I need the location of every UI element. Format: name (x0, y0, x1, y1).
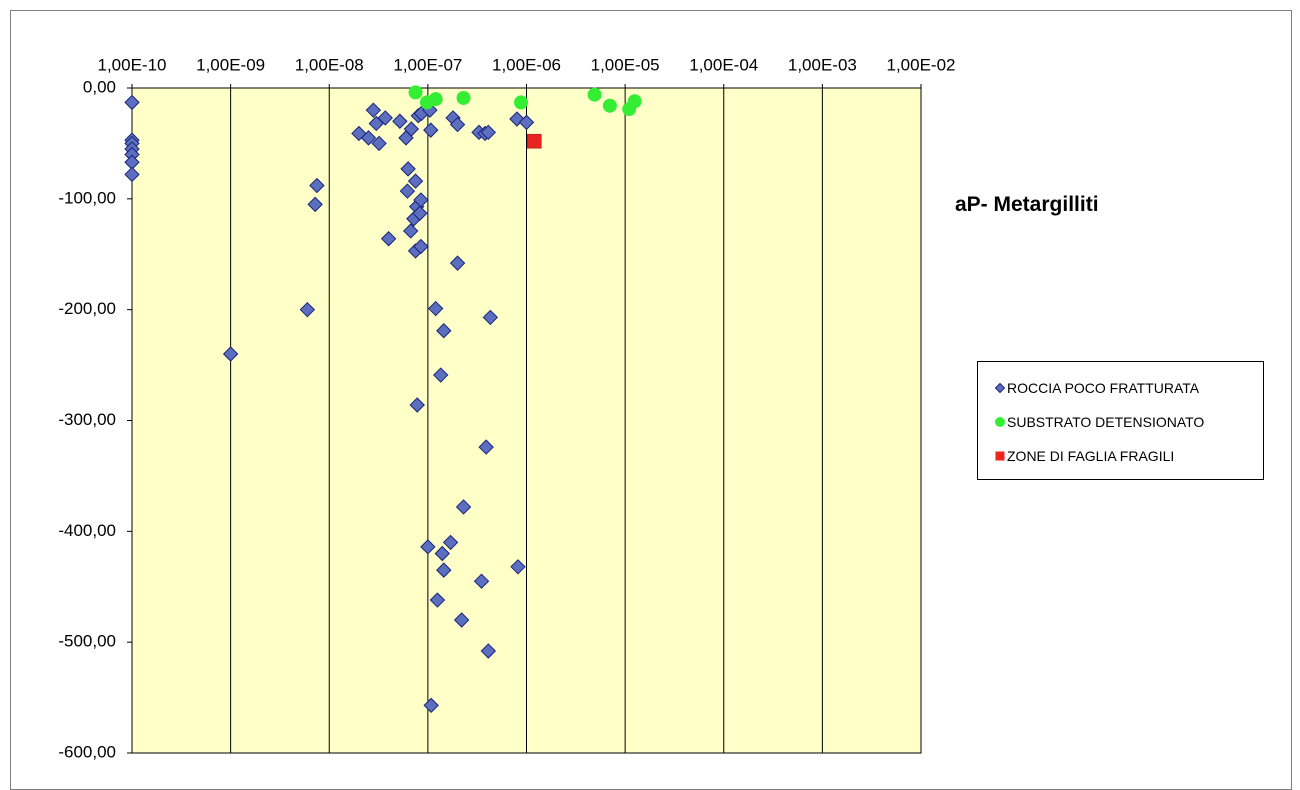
legend-label: ZONE DI FAGLIA FRAGILI (1007, 448, 1175, 464)
data-point-diamond (449, 116, 466, 133)
x-tick-label: 1,00E-08 (295, 55, 364, 74)
data-point-diamond (403, 121, 420, 137)
y-tick-label: -400,00 (58, 521, 116, 540)
data-point-diamond (407, 173, 424, 189)
data-point-diamond (482, 309, 499, 326)
data-point-diamond (365, 102, 382, 118)
data-point-diamond (436, 562, 452, 578)
y-tick-label: -200,00 (58, 299, 116, 318)
data-point-diamond (360, 130, 377, 146)
y-axis-ticks: 0,00 -100,00 -200,00 -300,00 -400,00 -500,00 -… (58, 77, 132, 761)
y-tick-label: -300,00 (58, 410, 116, 429)
data-point-diamond (380, 231, 397, 247)
data-point-diamond (473, 573, 490, 589)
y-tick-label: 0,00 (83, 77, 116, 96)
y-tick-label: -600,00 (58, 742, 116, 761)
data-point-diamond (413, 238, 429, 255)
data-point-diamond (371, 135, 387, 152)
series-1 (408, 85, 642, 117)
legend-item-substrato: SUBSTRATO DETENSIONATO (994, 405, 1263, 439)
data-point-diamond (124, 94, 140, 111)
data-point-diamond (403, 223, 419, 239)
x-axis-ticks: 1,00E-10 1,00E-09 1,00E-08 1,00E-07 1,00E-06… (98, 55, 956, 88)
x-tick-label: 1,00E-02 (887, 55, 956, 74)
data-point-diamond (299, 301, 316, 318)
data-point-diamond (309, 177, 325, 194)
data-point-square (527, 133, 542, 149)
y-tick-label: -100,00 (58, 188, 116, 207)
data-point-diamond (449, 255, 466, 271)
data-point-diamond (222, 346, 239, 362)
chart-title: aP- Metargilliti (955, 193, 1099, 216)
x-tick-label: 1,00E-06 (492, 55, 561, 74)
data-point-diamond (413, 192, 429, 208)
grid-lines (230, 88, 823, 753)
legend-item-zone: ZONE DI FAGLIA FRAGILI (994, 439, 1263, 473)
data-point-circle (627, 94, 642, 109)
x-tick-label: 1,00E-05 (591, 55, 660, 74)
data-point-diamond (453, 612, 470, 628)
data-point-diamond (400, 161, 416, 177)
chart-frame: 1,00E-10 1,00E-09 1,00E-08 1,00E-07 1,00E-06… (10, 10, 1292, 790)
y-tick-label: -500,00 (58, 632, 116, 651)
legend: ROCCIA POCO FRATTURATA SUBSTRATO DETENSI… (977, 361, 1264, 480)
data-point-diamond (377, 110, 393, 126)
data-point-diamond (392, 113, 408, 129)
square-icon (995, 451, 1005, 461)
data-point-circle (587, 87, 602, 102)
data-point-diamond (480, 124, 497, 141)
data-point-diamond (518, 114, 535, 131)
series-2 (527, 133, 542, 149)
data-point-circle (514, 95, 529, 110)
data-point-diamond (307, 196, 323, 213)
data-point-circle (602, 98, 617, 113)
legend-label: SUBSTRATO DETENSIONATO (1007, 414, 1205, 430)
diamond-icon (994, 382, 1006, 394)
data-point-diamond (429, 592, 446, 608)
x-tick-label: 1,00E-03 (788, 55, 857, 74)
data-point-diamond (409, 397, 425, 413)
legend-item-roccia: ROCCIA POCO FRATTURATA (994, 371, 1263, 405)
data-point-diamond (436, 323, 452, 339)
x-tick-label: 1,00E-09 (196, 55, 265, 74)
data-point-circle (428, 92, 443, 107)
data-point-diamond (399, 183, 416, 199)
data-point-diamond (433, 367, 449, 383)
data-point-diamond (423, 697, 439, 714)
circle-icon (995, 417, 1005, 427)
data-markers (124, 85, 642, 714)
x-tick-label: 1,00E-07 (393, 55, 462, 74)
data-point-diamond (420, 539, 436, 555)
data-point-diamond (455, 499, 472, 515)
data-point-diamond (427, 300, 444, 317)
data-point-diamond (412, 205, 428, 221)
data-point-diamond (510, 559, 526, 575)
data-point-diamond (124, 166, 140, 183)
data-point-diamond (478, 439, 494, 455)
data-point-diamond (434, 545, 450, 562)
x-tick-label: 1,00E-04 (689, 55, 758, 74)
legend-label: ROCCIA POCO FRATTURATA (1007, 380, 1200, 396)
data-point-circle (408, 85, 423, 100)
data-point-diamond (480, 643, 497, 659)
series-0 (124, 94, 535, 714)
data-point-diamond (442, 534, 459, 551)
scatter-plot: 1,00E-10 1,00E-09 1,00E-08 1,00E-07 1,00E-06… (58, 55, 956, 761)
data-point-diamond (423, 122, 439, 138)
data-point-circle (456, 90, 471, 105)
x-tick-label: 1,00E-10 (98, 55, 167, 74)
